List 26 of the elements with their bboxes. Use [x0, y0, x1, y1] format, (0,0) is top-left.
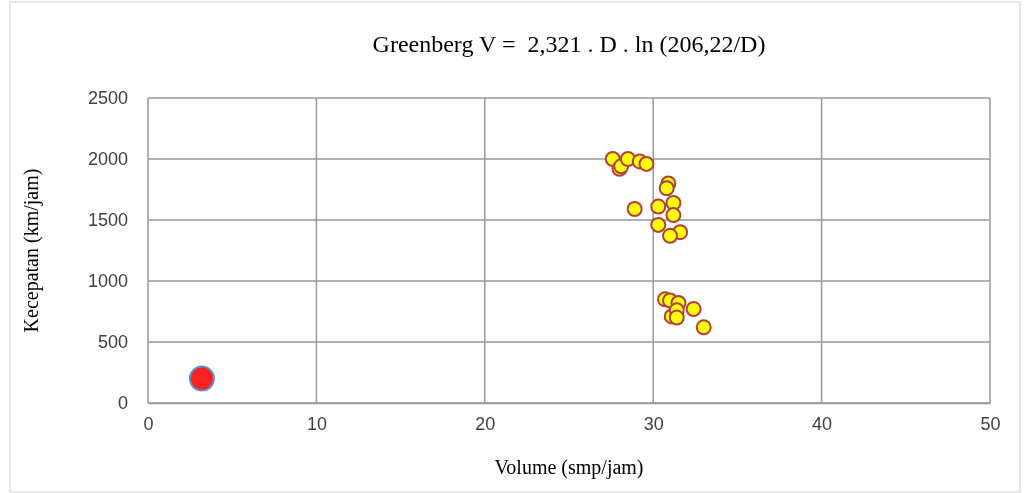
- chart-title: Greenberg V = 2,321 . D . ln (206,22/D): [372, 31, 766, 57]
- point: [638, 155, 655, 172]
- point: [188, 365, 215, 392]
- y-tick-label: 1000: [87, 271, 128, 292]
- y-tick-label: 2500: [87, 88, 128, 109]
- y-axis-title: Kecepatan (km/jam): [20, 168, 43, 333]
- y-tick-label: 2000: [87, 149, 128, 170]
- point: [626, 201, 643, 218]
- point: [668, 309, 685, 326]
- x-axis-title: Volume (smp/jam): [494, 456, 644, 479]
- x-tick-label: 40: [812, 413, 833, 434]
- point: [658, 180, 675, 197]
- point: [650, 198, 667, 215]
- y-tick-label: 1500: [87, 210, 128, 231]
- y-tick-label: 500: [97, 332, 128, 353]
- x-tick-label: 50: [980, 413, 1001, 434]
- x-tick-label: 0: [143, 413, 154, 434]
- point: [662, 227, 679, 244]
- point: [650, 216, 667, 233]
- y-tick-label: 0: [117, 393, 128, 414]
- point: [695, 319, 712, 336]
- point: [665, 207, 682, 224]
- x-tick-label: 20: [475, 413, 496, 434]
- x-tick-label: 30: [643, 413, 664, 434]
- point: [685, 301, 702, 318]
- x-tick-label: 10: [306, 413, 327, 434]
